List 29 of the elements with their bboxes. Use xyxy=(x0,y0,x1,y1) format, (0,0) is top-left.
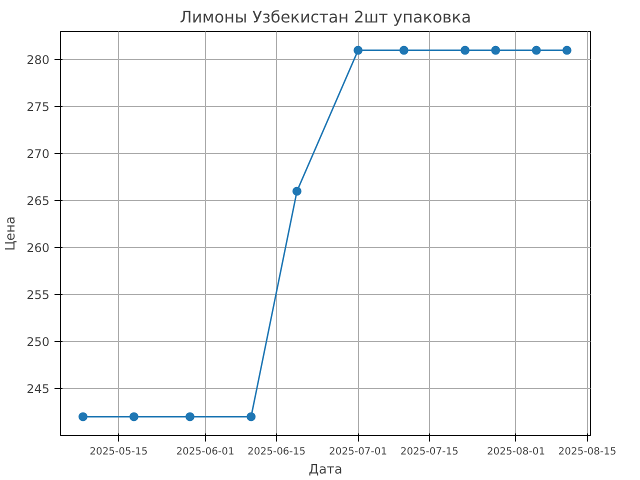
point xyxy=(78,412,88,422)
x-axis-title: Дата xyxy=(308,462,342,478)
point xyxy=(491,46,500,55)
x-tick-label: 2025-07-01 xyxy=(329,446,388,458)
point xyxy=(354,46,363,55)
point xyxy=(185,412,194,422)
x-tick-label: 2025-08-01 xyxy=(486,446,546,458)
x-tick-label: 2025-05-15 xyxy=(90,446,148,458)
x-tick-label: 2025-06-01 xyxy=(176,446,234,458)
point xyxy=(532,46,541,55)
y-tick-label: 250 xyxy=(26,335,50,350)
x-tick-label: 2025-07-15 xyxy=(400,446,458,458)
y-tick-label: 255 xyxy=(26,288,50,302)
y-tick-label: 260 xyxy=(26,241,50,256)
y-tick-label: 280 xyxy=(26,53,50,68)
point xyxy=(292,186,302,196)
point xyxy=(129,412,138,422)
chart-title: Лимоны Узбекистан 2шт упаковка xyxy=(180,8,472,26)
x-tick-label: 2025-06-15 xyxy=(248,446,306,458)
x-tick-label: 2025-08-15 xyxy=(558,446,616,458)
y-tick-label: 265 xyxy=(26,194,50,208)
y-axis-title: Цена xyxy=(4,216,19,251)
point xyxy=(399,46,408,55)
point xyxy=(246,412,256,422)
y-tick-label: 245 xyxy=(26,382,50,396)
point xyxy=(460,46,470,55)
y-tick-label: 270 xyxy=(26,147,50,162)
y-tick-label: 275 xyxy=(26,100,50,114)
point xyxy=(562,46,572,55)
